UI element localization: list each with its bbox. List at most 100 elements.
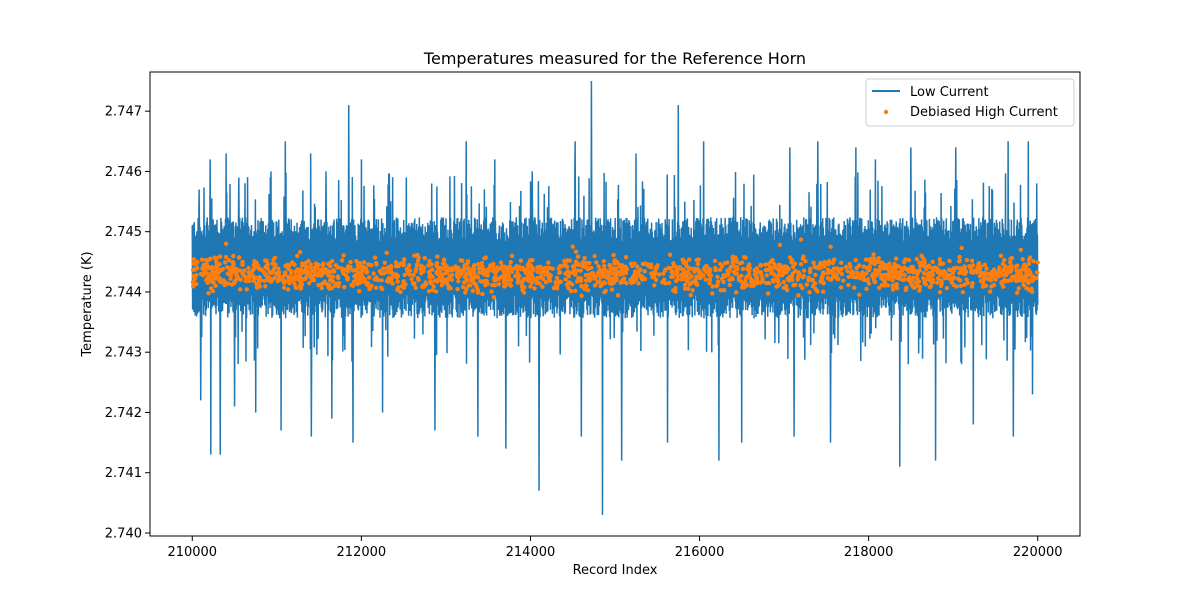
- high-current-point: [592, 283, 598, 288]
- high-current-point: [217, 254, 223, 259]
- high-current-point: [835, 276, 840, 282]
- high-current-point: [223, 241, 229, 246]
- high-current-point: [660, 280, 665, 285]
- high-current-point: [328, 269, 333, 275]
- high-current-point: [282, 272, 288, 277]
- high-current-point: [623, 255, 629, 260]
- high-current-point: [655, 263, 660, 268]
- high-current-point: [282, 278, 288, 284]
- high-current-point: [578, 268, 583, 273]
- high-current-point: [914, 256, 919, 262]
- high-current-point: [462, 290, 468, 295]
- high-current-point: [845, 268, 850, 274]
- high-current-point: [692, 278, 697, 283]
- high-current-point: [798, 283, 803, 288]
- high-current-point: [839, 271, 844, 277]
- high-current-point: [377, 269, 383, 274]
- high-current-point: [981, 273, 987, 278]
- high-current-point: [592, 253, 597, 259]
- high-current-point: [532, 286, 537, 291]
- high-current-point: [505, 267, 511, 272]
- high-current-point: [930, 259, 935, 265]
- high-current-point: [369, 262, 374, 268]
- high-current-point: [695, 261, 701, 267]
- high-current-point: [1002, 277, 1007, 282]
- high-current-point: [299, 277, 305, 282]
- high-current-point: [930, 277, 936, 282]
- high-current-point: [371, 271, 376, 276]
- high-current-point: [204, 261, 209, 267]
- high-current-point: [781, 279, 786, 285]
- high-current-point: [992, 273, 997, 278]
- high-current-point: [471, 270, 476, 275]
- high-current-point: [944, 285, 950, 291]
- y-tick-label: 2.746: [105, 165, 142, 180]
- high-current-point: [686, 265, 691, 270]
- y-tick-label: 2.742: [105, 406, 142, 421]
- high-current-point: [293, 269, 298, 274]
- high-current-point: [390, 281, 395, 286]
- high-current-point: [760, 278, 765, 284]
- high-current-point: [703, 277, 709, 282]
- high-current-point: [294, 253, 300, 259]
- high-current-point: [879, 282, 885, 288]
- high-current-point: [579, 283, 584, 289]
- high-current-point: [384, 250, 389, 255]
- high-current-point: [733, 290, 739, 295]
- high-current-point: [269, 276, 275, 282]
- high-current-point: [190, 284, 196, 289]
- high-current-point: [582, 255, 587, 261]
- high-current-point: [574, 279, 580, 284]
- high-current-point: [403, 282, 408, 287]
- high-current-point: [462, 266, 467, 271]
- high-current-point: [412, 253, 417, 258]
- high-current-point: [722, 287, 727, 293]
- high-current-point: [868, 260, 873, 265]
- high-current-point: [725, 268, 730, 273]
- high-current-point: [779, 265, 785, 270]
- high-current-point: [846, 282, 851, 288]
- high-current-point: [229, 282, 235, 287]
- high-current-point: [367, 286, 372, 292]
- high-current-point: [801, 273, 806, 279]
- high-current-point: [888, 269, 894, 275]
- high-current-point: [1008, 269, 1013, 274]
- high-current-point: [983, 283, 989, 288]
- high-current-point: [348, 259, 353, 265]
- high-current-point: [393, 260, 399, 265]
- high-current-point: [701, 266, 707, 272]
- high-current-point: [890, 283, 896, 288]
- high-current-point: [440, 275, 445, 280]
- high-current-point: [494, 268, 500, 273]
- high-current-point: [299, 261, 305, 266]
- high-current-point: [367, 275, 372, 280]
- high-current-point: [991, 282, 997, 288]
- high-current-point: [394, 272, 399, 277]
- high-current-point: [466, 266, 471, 272]
- high-current-point: [585, 267, 591, 272]
- high-current-point: [819, 278, 825, 283]
- high-current-point: [336, 280, 342, 286]
- axes-frame: [149, 71, 1081, 537]
- high-current-point: [319, 285, 324, 291]
- high-current-point: [1002, 257, 1007, 263]
- legend-box: [865, 78, 1075, 127]
- high-current-point: [508, 282, 513, 288]
- high-current-point: [1004, 272, 1009, 278]
- high-current-point: [890, 287, 896, 292]
- high-current-point: [543, 280, 549, 285]
- high-current-point: [636, 281, 641, 286]
- high-current-point: [268, 270, 273, 276]
- high-current-point: [697, 275, 702, 280]
- high-current-point: [915, 271, 920, 277]
- high-current-point: [472, 280, 477, 286]
- high-current-point: [603, 288, 608, 294]
- high-current-point: [839, 266, 844, 272]
- high-current-point: [777, 282, 782, 287]
- high-current-point: [490, 282, 495, 288]
- y-axis-label: Temperature (K): [80, 251, 95, 357]
- chart-title: Temperatures measured for the Reference …: [423, 49, 806, 68]
- high-current-point: [544, 269, 550, 274]
- high-current-point: [564, 264, 570, 269]
- high-current-point: [763, 267, 769, 273]
